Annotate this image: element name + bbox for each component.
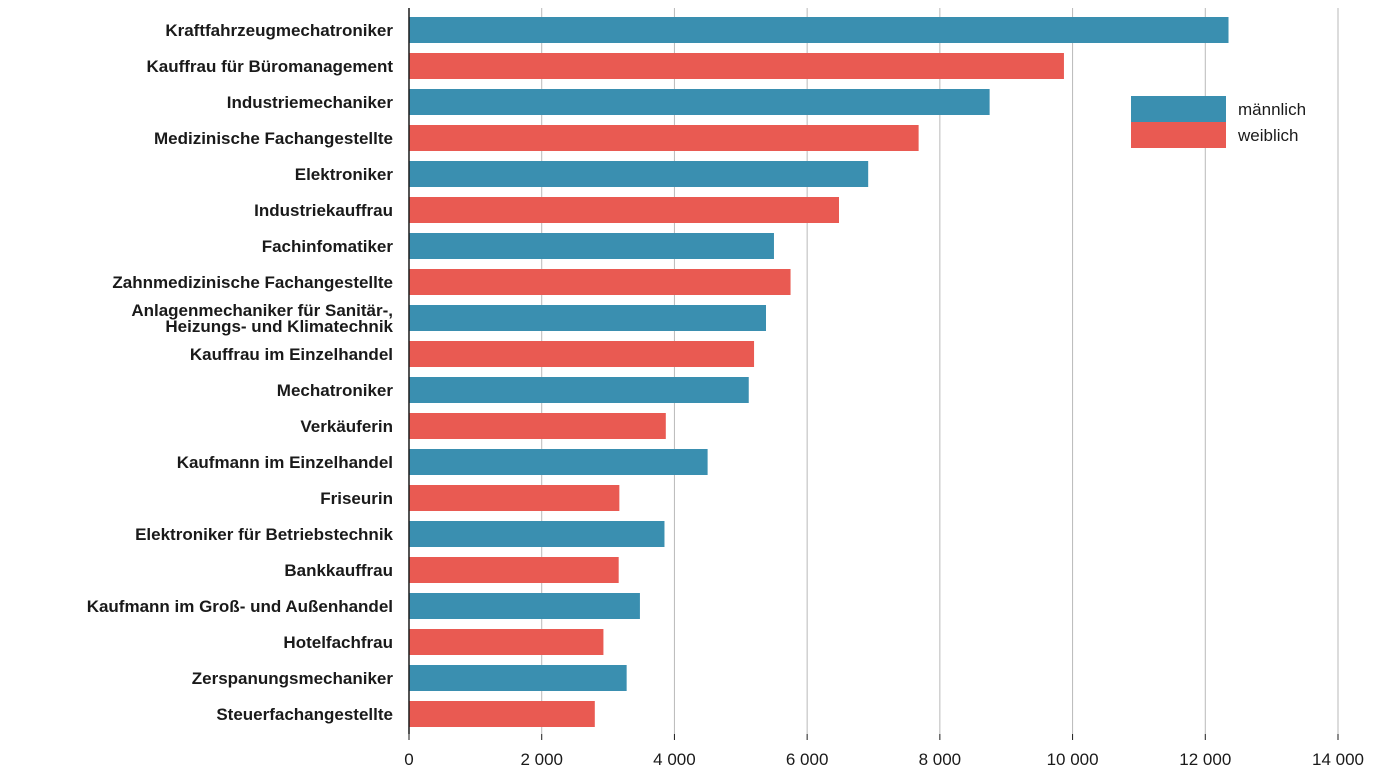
- bar-kaufmann-im-gross-und-aussenhandel: [409, 593, 640, 619]
- category-label-mechatroniker: Mechatroniker: [277, 381, 394, 400]
- category-label-industriekauffrau: Industriekauffrau: [254, 201, 393, 220]
- x-tick-label: 4 000: [653, 750, 696, 767]
- bar-kauffrau-im-einzelhandel: [409, 341, 755, 367]
- category-label-zahnmedizinische-fachangestellte: Zahnmedizinische Fachangestellte: [112, 273, 393, 292]
- x-tick-label: 6 000: [786, 750, 829, 767]
- x-tick-label: 2 000: [520, 750, 563, 767]
- x-tick-label: 0: [404, 750, 413, 767]
- bar-zerspanungsmechaniker: [409, 665, 627, 691]
- category-label-fachinfomatiker: Fachinfomatiker: [262, 237, 394, 256]
- bar-verkaeuferin: [409, 413, 666, 439]
- x-tick-label: 8 000: [919, 750, 962, 767]
- x-tick-label: 14 000: [1312, 750, 1364, 767]
- bar-industriekauffrau: [409, 197, 839, 223]
- category-label-kaufmann-im-gross-und-aussenhandel: Kaufmann im Groß- und Außenhandel: [87, 597, 393, 616]
- axes: [408, 8, 1339, 740]
- category-label-anlagenmechaniker-fuer-sanitaer-heizungs-und-klimatechnik: Anlagenmechaniker für Sanitär-, Heizungs-…: [131, 301, 393, 336]
- bar-medizinische-fachangestellte: [409, 125, 919, 151]
- category-label-verkaeuferin: Verkäuferin: [300, 417, 393, 436]
- bar-industriemechaniker: [409, 89, 990, 115]
- category-label-bankkauffrau: Bankkauffrau: [284, 561, 393, 580]
- category-label-kraftfahrzeugmechatroniker: Kraftfahrzeugmechatroniker: [165, 21, 393, 40]
- bar-anlagenmechaniker-fuer-sanitaer-heizungs-und-klimatechnik: [409, 305, 767, 331]
- category-label-elektroniker: Elektroniker: [295, 165, 394, 184]
- category-label-medizinische-fachangestellte: Medizinische Fachangestellte: [154, 129, 393, 148]
- category-labels: Kraftfahrzeugmechatroniker Kauffrau für B…: [87, 21, 394, 724]
- x-tick-label: 10 000: [1047, 750, 1099, 767]
- category-label-hotelfachfrau: Hotelfachfrau: [283, 633, 393, 652]
- legend-swatch-maennlich: [1131, 96, 1226, 122]
- category-label-kaufmann-im-einzelhandel: Kaufmann im Einzelhandel: [177, 453, 393, 472]
- legend-swatch-weiblich: [1131, 122, 1226, 148]
- bar-bankkauffrau: [409, 557, 619, 583]
- category-label-kauffrau-fuer-bueromanagement: Kauffrau für Büromanagement: [146, 57, 393, 76]
- bar-elektroniker: [409, 161, 869, 187]
- x-tick-label: 12 000: [1179, 750, 1231, 767]
- bars: [409, 17, 1229, 727]
- bar-zahnmedizinische-fachangestellte: [409, 269, 791, 295]
- bar-hotelfachfrau: [409, 629, 604, 655]
- legend-label-weiblich: weiblich: [1237, 126, 1298, 145]
- bar-kauffrau-fuer-bueromanagement: [409, 53, 1064, 79]
- legend-label-maennlich: männlich: [1238, 100, 1306, 119]
- category-label-kauffrau-im-einzelhandel: Kauffrau im Einzelhandel: [190, 345, 393, 364]
- category-label-elektroniker-fuer-betriebstechnik: Elektroniker für Betriebstechnik: [135, 525, 393, 544]
- x-tick-labels: 0 2 000 4 000 6 000 8 000 10 000 12 000 14 000: [404, 750, 1364, 767]
- bar-mechatroniker: [409, 377, 749, 403]
- bar-elektroniker-fuer-betriebstechnik: [409, 521, 665, 547]
- bar-kraftfahrzeugmechatroniker: [409, 17, 1229, 43]
- category-label-friseurin: Friseurin: [320, 489, 393, 508]
- bar-kaufmann-im-einzelhandel: [409, 449, 708, 475]
- category-label-steuerfachangestellte: Steuerfachangestellte: [216, 705, 393, 724]
- bar-fachinfomatiker: [409, 233, 774, 259]
- bar-friseurin: [409, 485, 620, 511]
- category-label-industriemechaniker: Industriemechaniker: [227, 93, 394, 112]
- legend: männlich weiblich: [1131, 96, 1306, 148]
- bar-steuerfachangestellte: [409, 701, 595, 727]
- category-label-zerspanungsmechaniker: Zerspanungsmechaniker: [192, 669, 394, 688]
